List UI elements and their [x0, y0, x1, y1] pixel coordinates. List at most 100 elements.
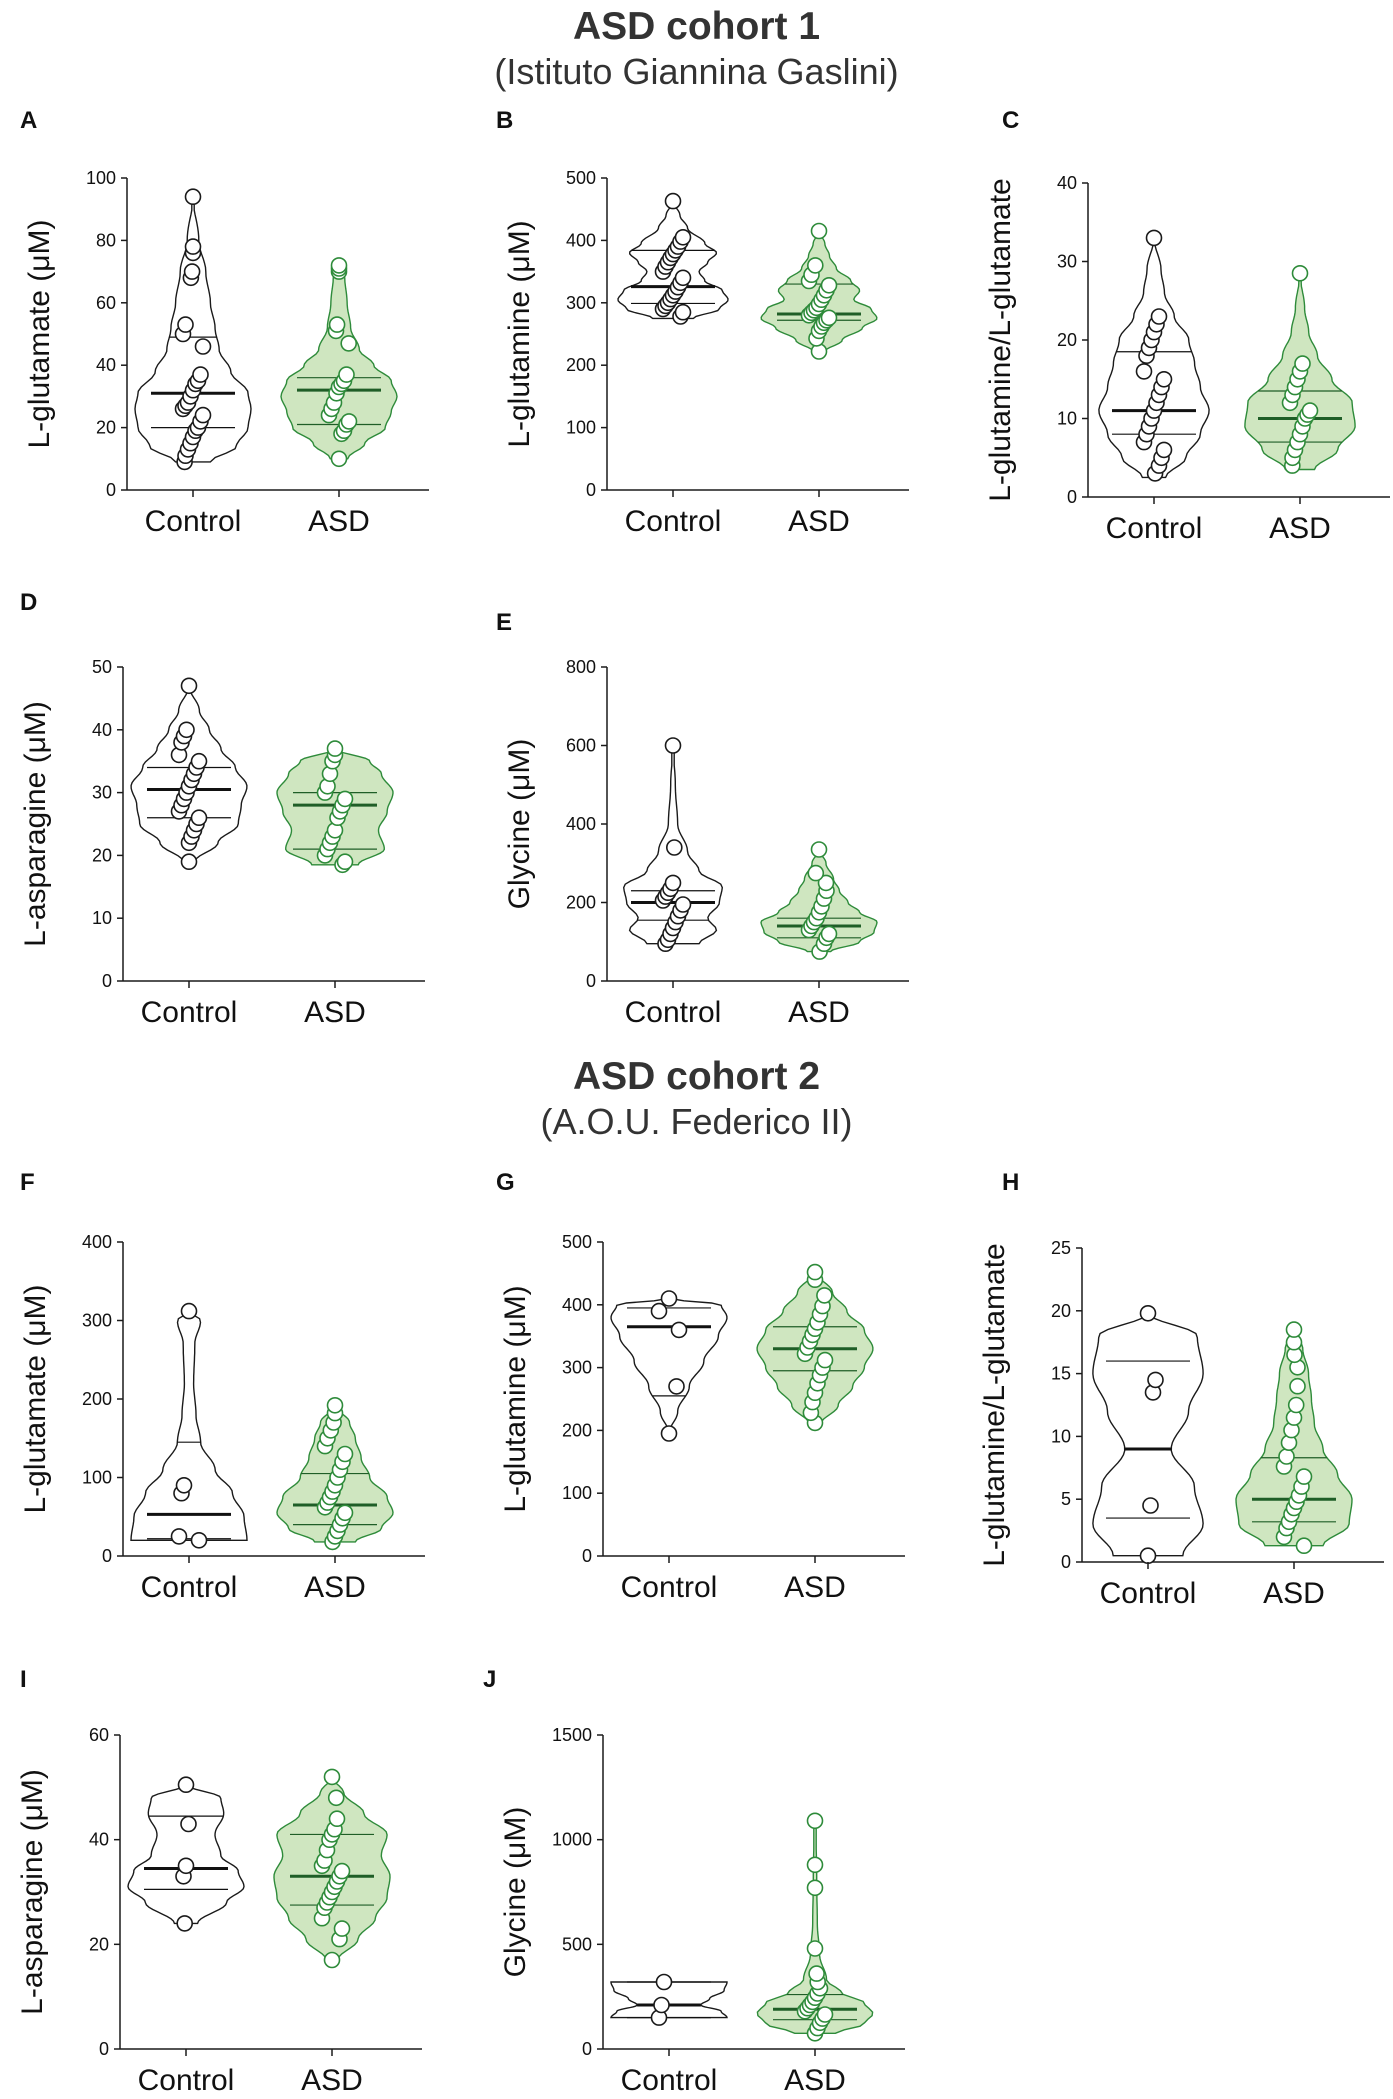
- panel-letter: F: [20, 1169, 35, 1196]
- data-point: [180, 677, 198, 695]
- y-tick-label: 400: [566, 230, 596, 250]
- y-tick-label: 300: [566, 293, 596, 313]
- y-tick-label: 10: [1051, 1426, 1071, 1446]
- y-tick-label: 600: [566, 736, 596, 756]
- cohort2-subtitle: (A.O.U. Federico II): [540, 1101, 853, 1142]
- y-tick-label: 60: [89, 1725, 109, 1745]
- violin-body: [610, 1297, 728, 1435]
- data-point: [323, 1768, 341, 1786]
- x-category-label: Control: [1106, 512, 1203, 545]
- data-point: [668, 1378, 685, 1395]
- panel-h: H 0 5 10 15 20 25 L-glutamine/L-glutamate Contro…: [978, 1169, 1384, 1610]
- y-tick-label: 100: [82, 1468, 112, 1488]
- panel-d: D 0 10 20 30 40 50 L-asparagine (μM) Control ASD: [19, 589, 425, 1029]
- x-category-label: Control: [621, 1571, 718, 1604]
- data-point: [665, 839, 683, 856]
- data-point: [810, 222, 828, 240]
- y-tick-label: 25: [1051, 1238, 1071, 1258]
- panel-g: G 0 100 200 300 400 500 L-glutamine (μM) Control…: [496, 1169, 905, 1604]
- data-point: [1289, 1377, 1306, 1395]
- y-axis-title: L-glutamine/L-glutamate: [978, 1243, 1011, 1567]
- violin-asd: [276, 1397, 394, 1551]
- y-tick-label: 400: [82, 1232, 112, 1252]
- y-axis-title: Glycine (μM): [499, 1807, 532, 1978]
- data-point: [1287, 1396, 1305, 1414]
- y-axis-title: L-glutamine/L-glutamate: [984, 178, 1017, 502]
- y-tick-label: 1500: [552, 1725, 592, 1745]
- y-axis-title: L-glutamate (μM): [23, 219, 56, 448]
- data-point: [1294, 355, 1311, 372]
- data-point: [1139, 1305, 1157, 1322]
- y-axis-title: L-glutamine (μM): [499, 1285, 532, 1512]
- y-tick-label: 40: [89, 1830, 109, 1850]
- panel-i: I 0 20 40 60 L-asparagine (μM) Control ASD: [16, 1666, 422, 2097]
- data-point: [810, 841, 828, 858]
- data-point: [190, 809, 208, 827]
- y-tick-label: 200: [82, 1389, 112, 1409]
- data-point: [178, 721, 195, 739]
- x-category-label: ASD: [301, 2064, 363, 2097]
- data-point: [336, 790, 354, 808]
- data-point: [816, 1351, 834, 1369]
- data-point: [338, 366, 355, 383]
- y-tick-label: 30: [92, 783, 112, 803]
- y-tick-label: 500: [562, 1232, 592, 1252]
- data-point: [326, 1397, 344, 1414]
- data-point: [327, 1789, 345, 1807]
- data-point: [674, 229, 692, 246]
- data-point: [674, 303, 692, 321]
- data-point: [336, 1504, 354, 1522]
- data-point: [330, 257, 348, 274]
- data-point: [664, 874, 682, 892]
- data-point: [180, 1302, 198, 1320]
- data-point: [1142, 1497, 1159, 1514]
- data-point: [177, 316, 194, 333]
- data-point: [1139, 1547, 1157, 1564]
- data-point: [1135, 363, 1153, 380]
- y-tick-label: 20: [89, 1934, 109, 1954]
- data-point: [1155, 441, 1173, 459]
- x-category-label: Control: [1100, 1577, 1197, 1610]
- y-tick-label: 0: [102, 1546, 112, 1566]
- violin-asd: [1244, 264, 1356, 474]
- violin-control: [1092, 1305, 1204, 1564]
- y-axis-title: L-glutamate (μM): [19, 1284, 52, 1513]
- cohort2-title: ASD cohort 2: [572, 1055, 821, 1098]
- data-point: [1150, 308, 1168, 325]
- y-tick-label: 100: [562, 1483, 592, 1503]
- x-category-label: ASD: [308, 505, 370, 538]
- data-point: [674, 896, 692, 913]
- x-category-label: ASD: [784, 1571, 846, 1604]
- violin-control: [134, 188, 252, 471]
- y-tick-label: 800: [566, 657, 596, 677]
- violin-asd: [756, 1812, 874, 2042]
- data-point: [1155, 370, 1173, 388]
- y-tick-label: 0: [1067, 487, 1077, 507]
- panel-j: J 0 500 1000 1500 Glycine (μM) Control ASD: [483, 1666, 905, 2097]
- y-tick-label: 0: [99, 2039, 109, 2059]
- data-point: [806, 257, 824, 274]
- y-tick-label: 300: [562, 1358, 592, 1378]
- data-point: [333, 1862, 351, 1880]
- data-point: [175, 1477, 193, 1494]
- y-tick-label: 200: [562, 1420, 592, 1440]
- panel-f: F 0 100 200 300 400 L-glutamate (μM) Control ASD: [19, 1169, 425, 1604]
- y-tick-label: 400: [562, 1295, 592, 1315]
- data-point: [816, 2006, 834, 2023]
- data-point: [180, 853, 198, 871]
- x-category-label: ASD: [304, 996, 366, 1029]
- y-tick-label: 100: [566, 418, 596, 438]
- data-point: [806, 1263, 824, 1281]
- panel-e: E 0 200 400 600 800 Glycine (μM) Control ASD: [496, 609, 909, 1029]
- data-point: [816, 1287, 833, 1304]
- data-point: [1291, 264, 1309, 282]
- violin-asd: [756, 1263, 874, 1432]
- panel-letter: G: [496, 1169, 515, 1196]
- x-category-label: ASD: [788, 996, 850, 1029]
- data-point: [333, 1920, 351, 1937]
- data-point: [806, 1879, 824, 1897]
- data-point: [817, 874, 835, 892]
- data-point: [192, 366, 209, 383]
- y-tick-label: 1000: [552, 1830, 592, 1850]
- violin-body: [127, 1784, 245, 1925]
